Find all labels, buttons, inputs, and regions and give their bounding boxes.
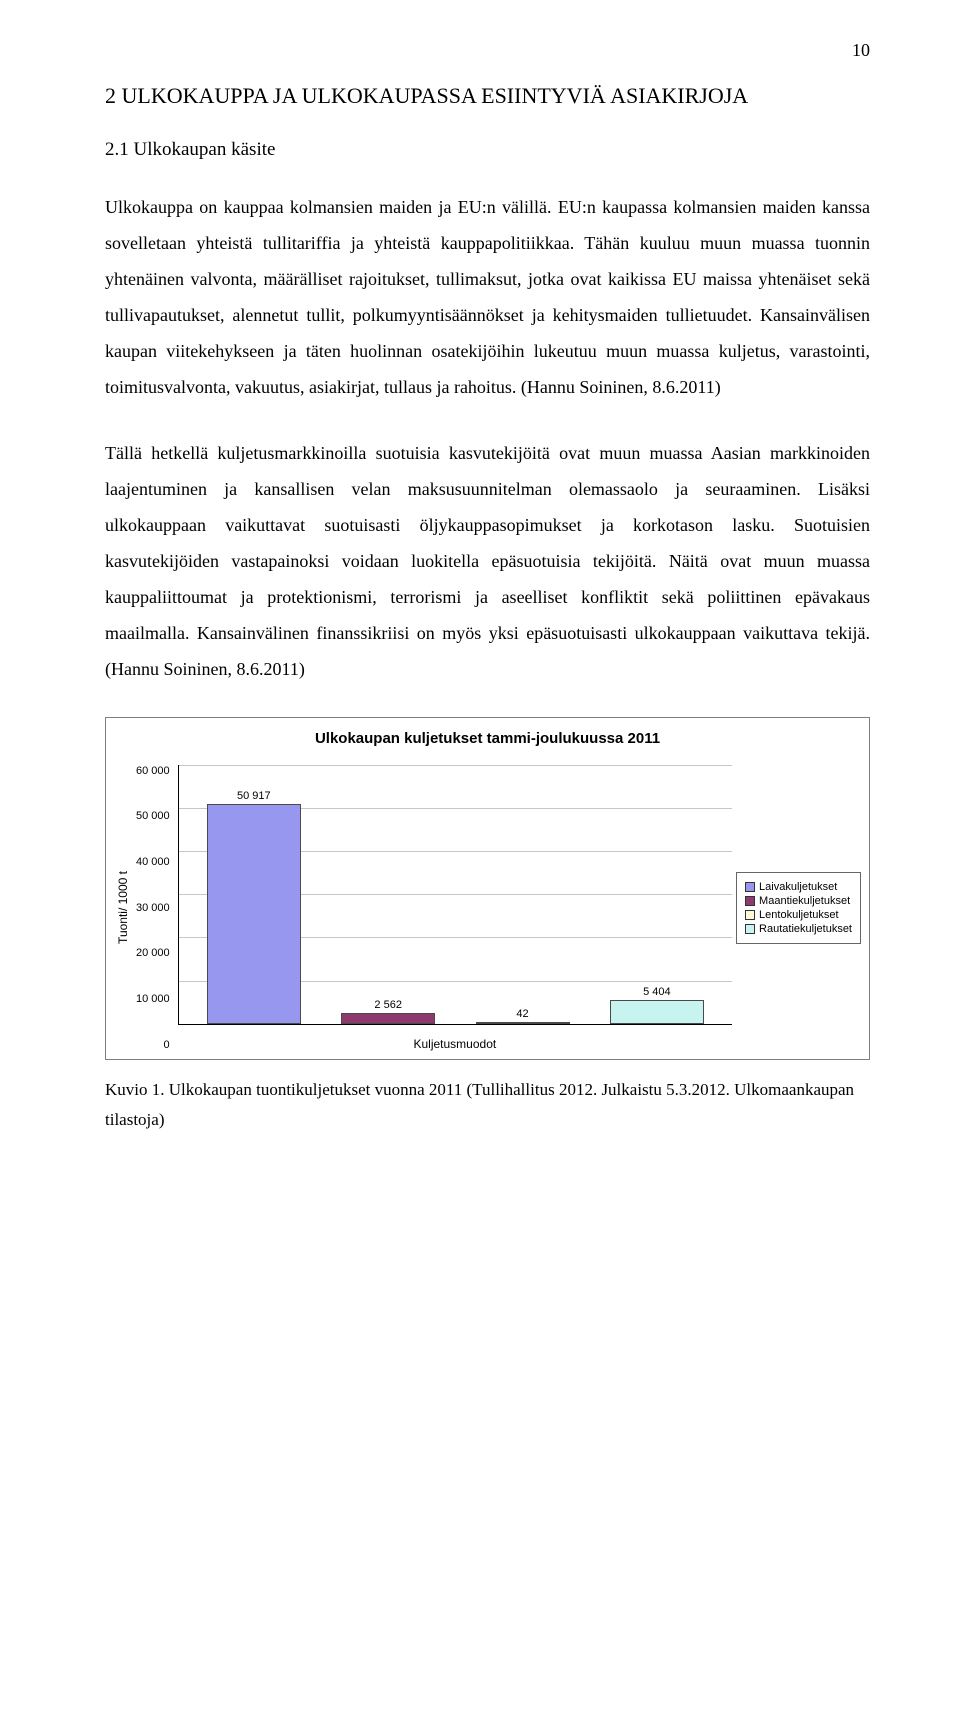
legend-item: Maantiekuljetukset xyxy=(745,895,852,907)
chart-x-axis-label: Kuljetusmuodot xyxy=(178,1037,732,1051)
bar-rect xyxy=(207,804,301,1024)
legend-label: Laivakuljetukset xyxy=(759,881,837,893)
bar-value-label: 50 917 xyxy=(237,790,271,802)
legend-label: Lentokuljetukset xyxy=(759,909,839,921)
chart-title: Ulkokaupan kuljetukset tammi-joulukuussa… xyxy=(114,730,861,747)
legend-swatch xyxy=(745,910,755,920)
legend-swatch xyxy=(745,924,755,934)
chart-bar: 2 562 xyxy=(321,765,455,1024)
legend-label: Rautatiekuljetukset xyxy=(759,923,852,935)
paragraph-2: Tällä hetkellä kuljetusmarkkinoilla suot… xyxy=(105,435,870,687)
y-tick-label: 30 000 xyxy=(136,902,170,914)
y-tick-label: 10 000 xyxy=(136,993,170,1005)
bar-value-label: 5 404 xyxy=(643,986,671,998)
y-tick-label: 40 000 xyxy=(136,856,170,868)
legend-swatch xyxy=(745,896,755,906)
chart-plot-area: 50 917 2 562 42 5 404 xyxy=(178,765,732,1025)
heading-1: 2 ULKOKAUPPA JA ULKOKAUPASSA ESIINTYVIÄ … xyxy=(105,81,870,111)
bar-rect xyxy=(476,1022,570,1024)
bar-value-label: 2 562 xyxy=(374,999,402,1011)
legend-label: Maantiekuljetukset xyxy=(759,895,850,907)
y-tick-label: 60 000 xyxy=(136,765,170,777)
y-tick-label: 20 000 xyxy=(136,947,170,959)
bar-rect xyxy=(610,1000,704,1023)
legend-item: Laivakuljetukset xyxy=(745,881,852,893)
legend-item: Rautatiekuljetukset xyxy=(745,923,852,935)
legend-swatch xyxy=(745,882,755,892)
chart-bar: 50 917 xyxy=(187,765,321,1024)
bar-rect xyxy=(341,1013,435,1024)
chart-y-axis-label: Tuonti/ 1000 t xyxy=(114,871,132,944)
page-number: 10 xyxy=(105,40,870,61)
figure-caption: Kuvio 1. Ulkokaupan tuontikuljetukset vu… xyxy=(105,1075,870,1136)
chart-bar: 42 xyxy=(455,765,589,1024)
paragraph-1: Ulkokauppa on kauppaa kolmansien maiden … xyxy=(105,189,870,405)
y-tick-label: 50 000 xyxy=(136,810,170,822)
heading-2: 2.1 Ulkokaupan käsite xyxy=(105,139,870,161)
bar-value-label: 42 xyxy=(516,1008,528,1020)
chart-container: Ulkokaupan kuljetukset tammi-joulukuussa… xyxy=(105,717,870,1060)
y-tick-label: 0 xyxy=(136,1039,170,1051)
legend-item: Lentokuljetukset xyxy=(745,909,852,921)
chart-bar: 5 404 xyxy=(590,765,724,1024)
chart-legend: Laivakuljetukset Maantiekuljetukset Lentok… xyxy=(736,872,861,944)
chart-y-axis-ticks: 60 000 50 000 40 000 30 000 20 000 10 000 0 xyxy=(136,765,174,1051)
